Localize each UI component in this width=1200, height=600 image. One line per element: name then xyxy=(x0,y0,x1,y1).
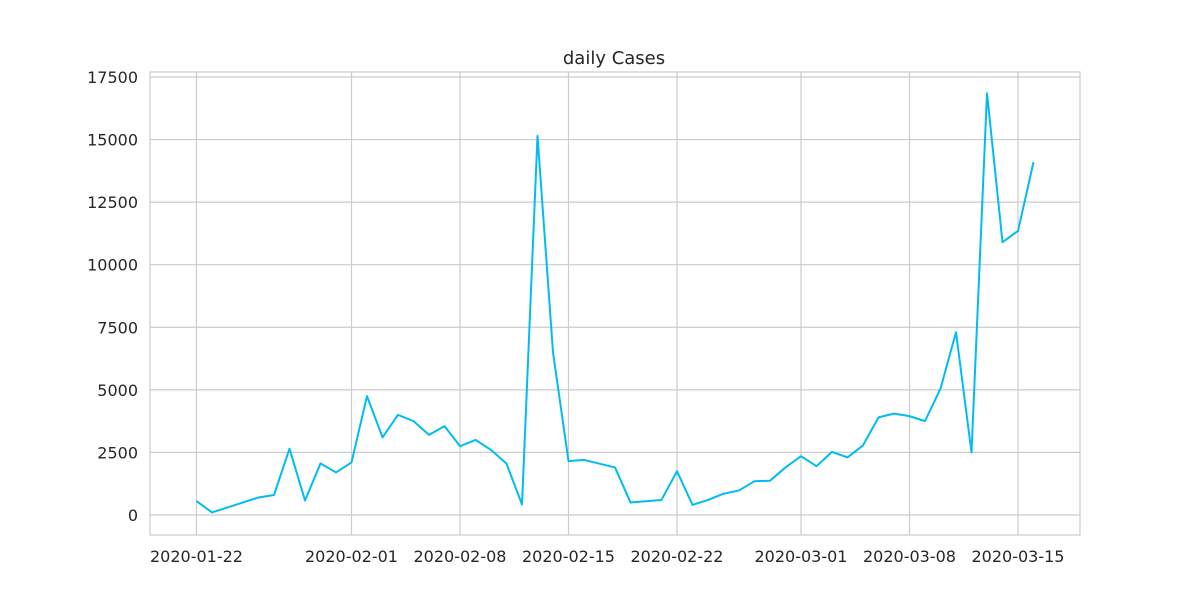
x-axis-ticks: 2020-01-22 2020-02-01 2020-02-08 2020-02-15… xyxy=(150,547,1064,566)
x-tick-label: 2020-03-15 xyxy=(972,547,1065,566)
y-tick-label: 12500 xyxy=(87,193,138,212)
y-tick-label: 0 xyxy=(128,506,138,525)
x-tick-label: 2020-02-22 xyxy=(631,547,724,566)
y-tick-label: 15000 xyxy=(87,131,138,150)
x-tick-label: 2020-03-08 xyxy=(863,547,956,566)
y-axis-ticks: 0 2500 5000 7500 10000 12500 15000 17500 xyxy=(87,68,138,525)
grid xyxy=(150,72,1080,535)
x-tick-label: 2020-02-15 xyxy=(522,547,615,566)
x-tick-label: 2020-03-01 xyxy=(755,547,848,566)
series xyxy=(195,92,1035,514)
chart-title: daily Cases xyxy=(563,48,665,69)
x-tick-label: 2020-02-08 xyxy=(414,547,507,566)
y-tick-label: 7500 xyxy=(97,318,138,337)
x-tick-label: 2020-01-22 xyxy=(150,547,243,566)
y-tick-label: 2500 xyxy=(97,443,138,462)
y-tick-label: 10000 xyxy=(87,256,138,275)
plot-frame xyxy=(149,71,1081,536)
series-line xyxy=(195,92,1035,514)
x-tick-label: 2020-02-01 xyxy=(305,547,398,566)
y-tick-label: 17500 xyxy=(87,68,138,87)
y-tick-label: 5000 xyxy=(97,381,138,400)
